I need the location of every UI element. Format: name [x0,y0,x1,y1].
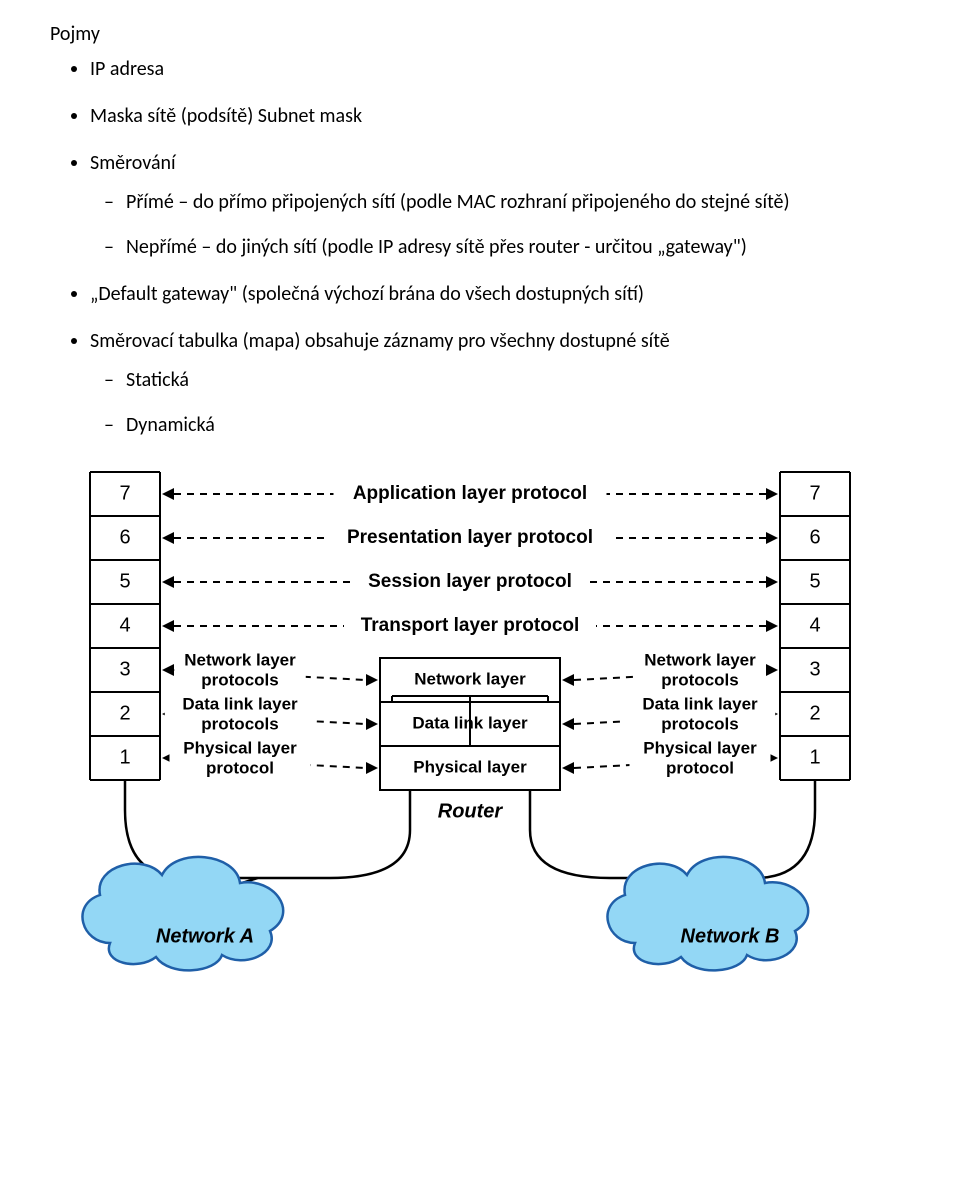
svg-text:protocols: protocols [661,714,738,733]
svg-text:6: 6 [119,526,130,548]
list-item: Maska sítě (podsítě) Subnet mask [90,102,890,131]
svg-text:Physical layer: Physical layer [643,738,757,757]
svg-text:Data link layer: Data link layer [182,694,298,713]
sub-list: Přímé – do přímo připojených sítí (podle… [90,188,890,262]
text: IP adresa [90,57,164,81]
svg-text:3: 3 [119,658,130,680]
text: Nepřímé – do jiných sítí (podle IP adres… [126,235,747,259]
text: Statická [126,368,189,392]
text: Maska sítě (podsítě) Subnet mask [90,104,362,128]
svg-text:4: 4 [809,614,820,636]
svg-text:protocol: protocol [666,758,734,777]
svg-text:Application layer protocol: Application layer protocol [353,483,587,504]
svg-text:Network layer: Network layer [414,669,526,688]
list-item: IP adresa [90,55,890,84]
document-page: Pojmy IP adresa Maska sítě (podsítě) Sub… [0,0,960,1037]
svg-text:2: 2 [119,702,130,724]
svg-text:7: 7 [119,482,130,504]
svg-text:3: 3 [809,658,820,680]
svg-text:Network layer: Network layer [644,650,756,669]
svg-text:5: 5 [119,570,130,592]
diagram-svg: 7 7 Application layer protocol 6 6 Presentati… [50,458,890,988]
list-item: Statická [126,366,890,395]
svg-text:Network A: Network A [156,925,254,947]
osi-router-diagram: 7 7 Application layer protocol 6 6 Presentati… [50,458,890,997]
svg-text:Session layer protocol: Session layer protocol [368,571,572,592]
text: Směrovací tabulka (mapa) obsahuje záznam… [90,329,670,353]
svg-text:protocols: protocols [201,714,278,733]
svg-text:Physical layer: Physical layer [183,738,297,757]
svg-text:protocols: protocols [201,670,278,689]
svg-text:protocol: protocol [206,758,274,777]
svg-text:4: 4 [119,614,130,636]
svg-text:Transport layer protocol: Transport layer protocol [361,615,580,636]
list-item: „Default gateway" (společná výchozí brán… [90,280,890,309]
svg-text:Physical layer: Physical layer [413,757,527,776]
sub-list: Statická Dynamická [90,366,890,440]
text: Dynamická [126,413,215,437]
text: „Default gateway" (společná výchozí brán… [90,282,644,306]
svg-text:Data link layer: Data link layer [412,713,528,732]
svg-text:1: 1 [119,746,130,768]
svg-text:Data link layer: Data link layer [642,694,758,713]
text: Směrování [90,151,176,175]
svg-text:5: 5 [809,570,820,592]
svg-text:Router: Router [438,800,504,822]
bullet-list: IP adresa Maska sítě (podsítě) Subnet ma… [50,55,890,440]
svg-text:6: 6 [809,526,820,548]
list-item: Přímé – do přímo připojených sítí (podle… [126,188,890,217]
list-item: Směrovací tabulka (mapa) obsahuje záznam… [90,327,890,440]
svg-text:7: 7 [809,482,820,504]
text: Přímé – do přímo připojených sítí (podle… [126,190,790,214]
svg-text:2: 2 [809,702,820,724]
list-item: Nepřímé – do jiných sítí (podle IP adres… [126,233,890,262]
svg-text:Network B: Network B [681,925,780,947]
list-item: Dynamická [126,411,890,440]
svg-text:protocols: protocols [661,670,738,689]
svg-text:Presentation layer protocol: Presentation layer protocol [347,527,593,548]
page-title: Pojmy [50,20,890,49]
list-item: Směrování Přímé – do přímo připojených s… [90,149,890,262]
svg-text:1: 1 [809,746,820,768]
svg-text:Network layer: Network layer [184,650,296,669]
